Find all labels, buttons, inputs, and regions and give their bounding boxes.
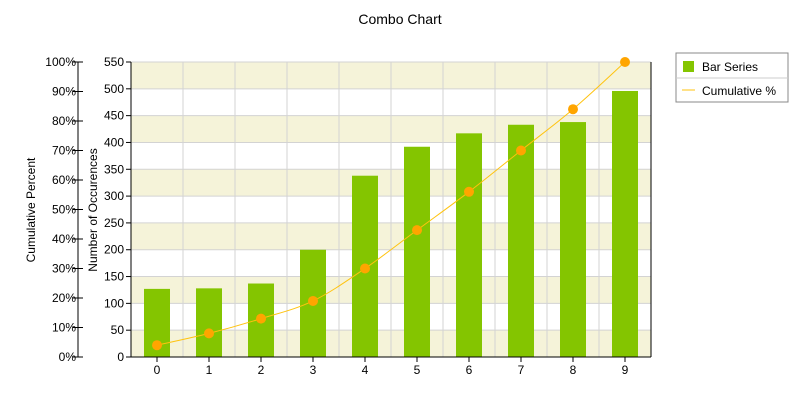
y-outer-tick-label: 40% bbox=[52, 232, 76, 246]
bar-9 bbox=[612, 90, 638, 358]
y-inner-tick-label: 450 bbox=[104, 109, 124, 123]
y-outer-tick-label: 70% bbox=[52, 144, 76, 158]
cumulative-line bbox=[156, 61, 626, 346]
cumulative-point-0 bbox=[152, 340, 162, 351]
bar-6 bbox=[456, 133, 482, 357]
y-outer-tick-label: 90% bbox=[52, 85, 76, 99]
y-inner-tick-label: 350 bbox=[104, 162, 124, 176]
legend-label-bar: Bar Series bbox=[702, 60, 758, 74]
cumulative-point-8 bbox=[568, 104, 578, 115]
x-tick-label: 2 bbox=[258, 363, 265, 377]
y-inner-tick-label: 550 bbox=[104, 55, 124, 69]
y-outer-tick-label: 20% bbox=[52, 291, 76, 305]
y-outer-tick-label: 30% bbox=[52, 262, 76, 276]
y-inner-tick-label: 400 bbox=[104, 135, 124, 149]
bar-5 bbox=[404, 146, 430, 357]
bar-8 bbox=[560, 122, 586, 357]
y-inner-tick-label: 500 bbox=[104, 82, 124, 96]
y-inner-tick-label: 200 bbox=[104, 243, 124, 257]
x-tick-label: 4 bbox=[362, 363, 369, 377]
plot-area: 0501001502002503003504004505005500%10%20… bbox=[45, 55, 652, 377]
x-tick-label: 3 bbox=[310, 363, 317, 377]
cumulative-point-6 bbox=[464, 186, 474, 197]
y-outer-tick-label: 50% bbox=[52, 203, 76, 217]
legend-swatch-bar bbox=[683, 61, 694, 72]
y-outer-tick-label: 100% bbox=[45, 55, 76, 69]
x-tick-label: 5 bbox=[414, 363, 421, 377]
y-inner-tick-label: 100 bbox=[104, 296, 124, 310]
y-outer-tick-label: 10% bbox=[52, 321, 76, 335]
x-tick-label: 9 bbox=[622, 363, 629, 377]
y-inner-tick-label: 50 bbox=[111, 323, 125, 337]
y-outer-tick-label: 80% bbox=[52, 114, 76, 128]
bar-1 bbox=[196, 288, 222, 357]
y-inner-tick-label: 0 bbox=[117, 350, 124, 364]
y-outer-tick-label: 0% bbox=[59, 350, 77, 364]
cumulative-point-1 bbox=[204, 328, 214, 339]
x-tick-label: 1 bbox=[206, 363, 213, 377]
y-outer-axis-title: Cumulative Percent bbox=[24, 157, 38, 262]
legend-label-line: Cumulative % bbox=[702, 84, 776, 98]
y-outer-tick-label: 60% bbox=[52, 173, 76, 187]
cumulative-point-5 bbox=[412, 225, 422, 236]
cumulative-point-3 bbox=[308, 295, 318, 306]
x-tick-label: 7 bbox=[518, 363, 525, 377]
x-tick-label: 8 bbox=[570, 363, 577, 377]
y-inner-tick-label: 300 bbox=[104, 189, 124, 203]
y-inner-tick-label: 250 bbox=[104, 216, 124, 230]
cumulative-point-4 bbox=[360, 263, 370, 274]
x-tick-label: 0 bbox=[154, 363, 161, 377]
legend: Bar Series Cumulative % bbox=[675, 52, 789, 103]
bar-7 bbox=[508, 124, 534, 357]
y-inner-axis-title: Number of Occurences bbox=[86, 148, 100, 271]
cumulative-point-2 bbox=[256, 313, 266, 324]
x-tick-label: 6 bbox=[466, 363, 473, 377]
y-inner-tick-label: 150 bbox=[104, 270, 124, 284]
cumulative-point-7 bbox=[516, 145, 526, 156]
cumulative-point-9 bbox=[620, 57, 630, 67]
chart-title: Combo Chart bbox=[358, 11, 441, 27]
